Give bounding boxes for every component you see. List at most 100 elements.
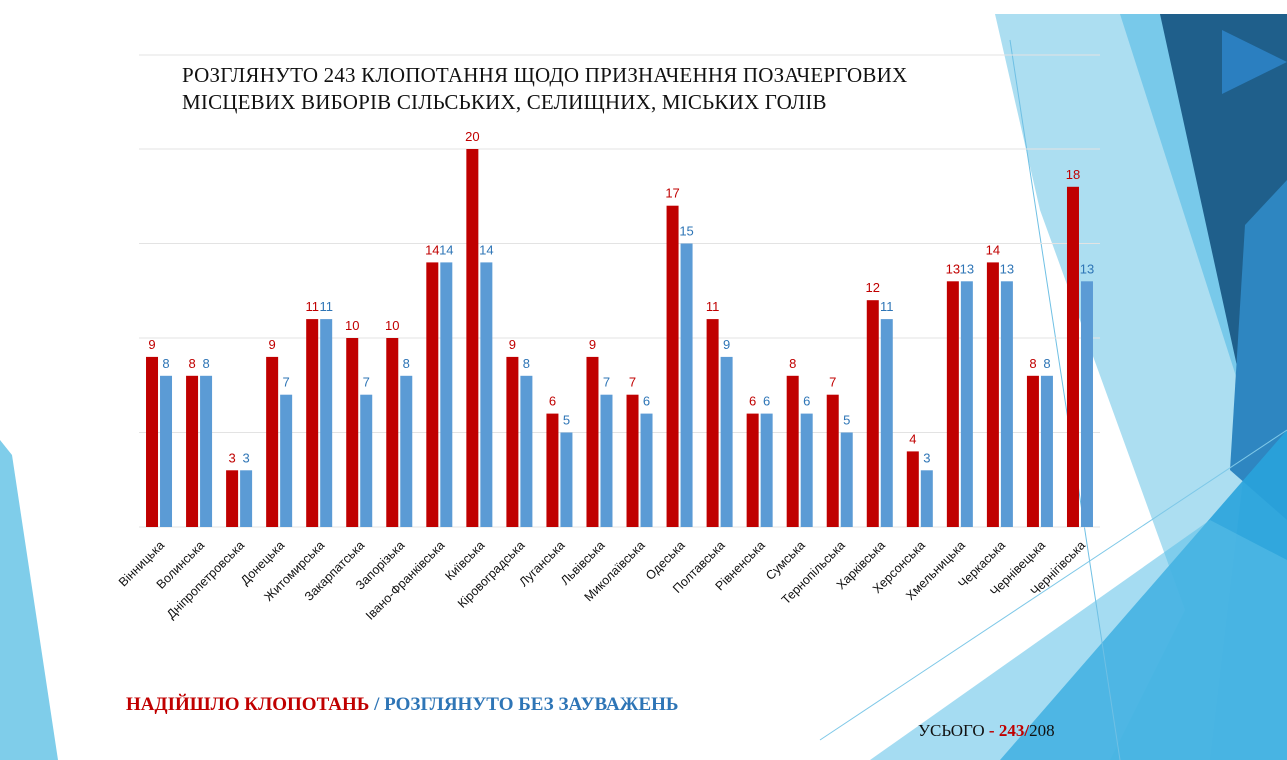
bar-received xyxy=(346,338,359,527)
bar-reviewed xyxy=(920,470,933,527)
chart-title-line-2: МІСЦЕВИХ ВИБОРІВ СІЛЬСЬКИХ, СЕЛИЩНИХ, МІ… xyxy=(182,90,827,114)
bar-reviewed xyxy=(280,394,293,527)
bar-reviewed xyxy=(1080,281,1093,527)
value-label-received: 11 xyxy=(305,299,319,314)
bar-received xyxy=(1026,375,1039,527)
bar-reviewed xyxy=(680,243,693,527)
total-dash: - xyxy=(988,721,995,740)
bar-received xyxy=(666,205,679,527)
grid-lines xyxy=(139,54,1100,528)
deco-play-triangle xyxy=(1222,30,1287,94)
bar-received xyxy=(506,356,519,527)
value-label-received: 8 xyxy=(789,356,796,371)
bar-received xyxy=(906,451,919,527)
bar-reviewed xyxy=(800,413,813,527)
total-reviewed: 208 xyxy=(1029,721,1055,740)
deco-thin-line-1 xyxy=(1009,39,1121,760)
bar-reviewed xyxy=(320,319,333,527)
value-label-reviewed: 7 xyxy=(603,375,610,390)
value-label-reviewed: 7 xyxy=(363,375,370,390)
value-label-reviewed: 3 xyxy=(923,450,930,465)
bar-received xyxy=(786,375,799,527)
bar-reviewed xyxy=(1040,375,1053,527)
deco-mid-triangle xyxy=(1230,180,1287,520)
bar-reviewed xyxy=(440,262,453,527)
bar-received xyxy=(306,319,319,527)
value-label-reviewed: 11 xyxy=(880,299,894,314)
bar-reviewed xyxy=(1000,281,1013,527)
value-label-received: 10 xyxy=(345,318,359,333)
total-summary: УСЬОГО - 243/208 xyxy=(918,721,1055,741)
deco-left-sliver xyxy=(0,440,58,760)
value-label-reviewed: 5 xyxy=(563,413,570,428)
bar-reviewed xyxy=(240,470,253,527)
value-label-received: 14 xyxy=(986,242,1000,257)
bar-reviewed xyxy=(600,394,613,527)
value-label-received: 7 xyxy=(829,375,836,390)
bar-received xyxy=(1066,186,1079,528)
category-labels: ВінницькаВолинськаДніпропетровськаДонець… xyxy=(116,538,1088,623)
value-label-reviewed: 6 xyxy=(643,394,650,409)
value-label-received: 18 xyxy=(1066,167,1080,182)
bar-received xyxy=(186,375,199,527)
value-label-received: 9 xyxy=(148,337,155,352)
bar-received xyxy=(626,394,639,527)
value-label-reviewed: 15 xyxy=(679,224,693,239)
deco-bottom-light xyxy=(870,520,1287,760)
legend-received: НАДІЙШЛО КЛОПОТАНЬ xyxy=(126,694,370,715)
value-label-received: 11 xyxy=(706,299,720,314)
total-label: УСЬОГО xyxy=(918,721,985,740)
bar-received xyxy=(386,338,399,527)
deco-thin-line-2 xyxy=(819,429,1287,741)
value-label-reviewed: 7 xyxy=(283,375,290,390)
value-label-received: 9 xyxy=(269,337,276,352)
category-label: Івано-Франківська xyxy=(363,538,448,623)
bar-received xyxy=(146,356,159,527)
value-label-received: 20 xyxy=(465,129,479,144)
bar-received xyxy=(826,394,839,527)
value-label-reviewed: 13 xyxy=(960,261,974,276)
value-label-received: 8 xyxy=(1029,356,1036,371)
chart-title-line-1: РОЗГЛЯНУТО 243 КЛОПОТАННЯ ЩОДО ПРИЗНАЧЕН… xyxy=(182,63,908,87)
value-label-reviewed: 13 xyxy=(1000,261,1014,276)
bar-reviewed xyxy=(760,413,773,527)
value-label-received: 8 xyxy=(188,356,195,371)
value-label-reviewed: 8 xyxy=(162,356,169,371)
value-label-reviewed: 6 xyxy=(803,394,810,409)
bar-reviewed xyxy=(880,319,893,527)
value-label-reviewed: 8 xyxy=(403,356,410,371)
bar-reviewed xyxy=(720,356,733,527)
bar-reviewed xyxy=(200,375,213,527)
bar-received xyxy=(586,356,599,527)
value-label-received: 4 xyxy=(909,431,916,446)
value-label-received: 17 xyxy=(665,186,679,201)
value-label-received: 6 xyxy=(549,394,556,409)
bar-reviewed xyxy=(840,432,853,527)
value-label-received: 3 xyxy=(228,450,235,465)
legend: НАДІЙШЛО КЛОПОТАНЬ / РОЗГЛЯНУТО БЕЗ ЗАУВ… xyxy=(126,694,678,716)
bar-received xyxy=(266,356,279,527)
value-label-received: 9 xyxy=(589,337,596,352)
bar-received xyxy=(746,413,759,527)
bars xyxy=(146,149,1093,528)
value-label-reviewed: 8 xyxy=(1043,356,1050,371)
value-label-reviewed: 8 xyxy=(523,356,530,371)
value-label-reviewed: 9 xyxy=(723,337,730,352)
bar-reviewed xyxy=(640,413,653,527)
value-label-reviewed: 8 xyxy=(202,356,209,371)
value-label-received: 6 xyxy=(749,394,756,409)
value-label-received: 7 xyxy=(629,375,636,390)
value-label-reviewed: 6 xyxy=(763,394,770,409)
value-label-received: 14 xyxy=(425,242,439,257)
bar-received xyxy=(866,300,879,527)
value-label-reviewed: 14 xyxy=(479,242,493,257)
bar-received xyxy=(226,470,239,527)
value-label-received: 13 xyxy=(946,261,960,276)
bar-reviewed xyxy=(400,375,413,527)
value-label-reviewed: 5 xyxy=(843,413,850,428)
chart-title: РОЗГЛЯНУТО 243 КЛОПОТАННЯ ЩОДО ПРИЗНАЧЕН… xyxy=(182,62,1042,116)
bar-reviewed xyxy=(360,394,373,527)
bar-received xyxy=(986,262,999,527)
value-label-received: 10 xyxy=(385,318,399,333)
